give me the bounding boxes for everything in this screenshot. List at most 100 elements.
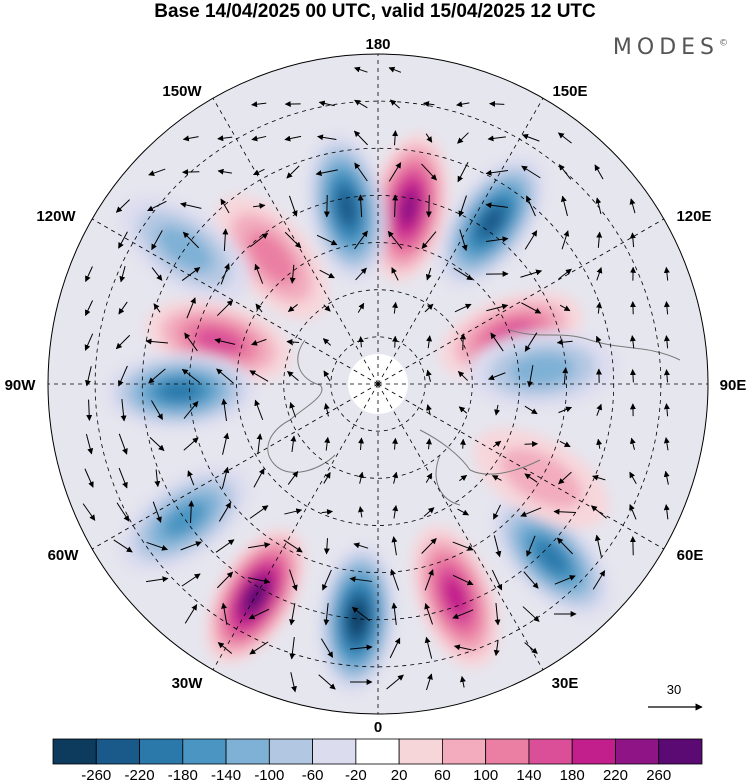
meridian-line — [92, 383, 379, 550]
wind-arrow — [426, 404, 432, 416]
colorbar-swatch — [441, 738, 487, 765]
label-60e: 60E — [677, 547, 704, 564]
colorbar: -260 -220 -180 -140 -100 -60 -20 20 60 100 140 180 2… — [52, 738, 703, 783]
wind-arrow — [289, 569, 298, 592]
wind-arrow — [217, 135, 233, 142]
wind-arrow — [221, 602, 228, 625]
wind-arrow — [256, 433, 263, 455]
wind-arrow — [522, 133, 540, 142]
wind-arrow — [524, 642, 538, 654]
meridian-line — [377, 383, 664, 550]
wind-arrow — [180, 541, 202, 551]
wind-arrow — [521, 165, 541, 179]
wind-arrow — [392, 437, 399, 450]
wind-arrow — [425, 194, 432, 218]
wind-arrow — [289, 402, 297, 418]
wind-arrow — [85, 266, 93, 283]
wind-arrow — [358, 506, 364, 518]
wind-arrow — [320, 638, 334, 658]
wind-arrow — [354, 162, 368, 182]
wind-arrow — [663, 504, 670, 520]
wind-arrow — [323, 538, 330, 555]
wind-arrow — [317, 134, 337, 141]
wind-arrow — [315, 169, 338, 177]
wind-arrow — [187, 470, 195, 486]
wind-arrow — [146, 576, 169, 583]
wind-arrow — [629, 437, 636, 450]
wind-arrow — [358, 437, 365, 451]
wind-arrow — [120, 399, 127, 422]
wind-arrow — [425, 472, 433, 483]
wind-arrow — [491, 475, 502, 481]
wind-arrow — [388, 66, 402, 73]
wind-arrow — [490, 332, 504, 352]
wind-arrow — [525, 195, 536, 217]
label-120e: 120E — [676, 208, 711, 225]
wind-arrow — [558, 471, 572, 485]
colorbar-swatch — [571, 738, 616, 765]
vector-reference: 30 — [648, 682, 703, 711]
wind-arrow — [249, 505, 269, 519]
wind-arrow — [488, 372, 506, 381]
wind-arrow — [421, 231, 437, 249]
wind-arrow — [493, 504, 501, 520]
wind-arrow — [527, 365, 534, 388]
wind-arrow — [184, 332, 198, 352]
wind-arrow — [596, 438, 603, 449]
wind-arrow — [152, 501, 162, 523]
wind-arrow — [222, 228, 229, 252]
colorbar-swatch — [95, 738, 140, 765]
wind-arrow — [561, 230, 570, 250]
label-30w: 30W — [172, 675, 204, 692]
wind-arrow — [493, 640, 500, 657]
colorbar-swatch — [268, 738, 314, 765]
wind-arrow — [186, 297, 196, 319]
wind-arrow — [453, 644, 472, 651]
wind-arrow — [425, 369, 432, 382]
wind-arrow — [323, 603, 330, 626]
wind-arrow — [287, 370, 299, 382]
wind-arrow — [629, 232, 636, 248]
wind-arrow — [663, 403, 670, 417]
wind-arrow — [323, 472, 331, 484]
wind-arrow — [522, 606, 540, 622]
wind-arrow — [452, 541, 474, 551]
colorbar-swatch — [182, 738, 227, 765]
wind-arrow — [663, 470, 670, 485]
label-30e: 30E — [552, 675, 579, 692]
wind-arrow — [116, 502, 130, 522]
wind-arrow — [423, 101, 435, 107]
wind-arrow — [248, 608, 270, 620]
colorbar-swatch — [139, 738, 184, 765]
wind-arrow — [590, 505, 607, 519]
colorbar-swatch — [312, 738, 357, 765]
map-title: Base 14/04/2025 00 UTC, valid 15/04/2025… — [154, 1, 596, 22]
wind-arrow — [391, 536, 398, 556]
label-90w: 90W — [5, 377, 37, 394]
wind-arrow — [559, 440, 571, 448]
wind-arrow — [283, 539, 303, 553]
wind-arrow — [253, 168, 265, 176]
colorbar-tick-label: 140 — [516, 767, 541, 783]
meridian-line — [377, 383, 544, 670]
wind-arrow — [392, 301, 399, 314]
wind-arrow — [553, 508, 577, 515]
wind-arrow — [354, 230, 368, 250]
wind-arrow — [321, 509, 333, 515]
wind-arrow — [184, 604, 198, 624]
wind-arrow — [148, 168, 166, 176]
wind-arrow — [148, 368, 166, 384]
wind-arrow — [86, 399, 93, 421]
wind-arrow — [487, 135, 506, 142]
wind-arrow — [214, 337, 236, 345]
wind-arrow — [354, 99, 368, 109]
wind-arrow — [491, 569, 503, 591]
label-120w: 120W — [36, 208, 76, 225]
map-border — [47, 53, 709, 715]
colorbar-tick-label: -20 — [345, 767, 367, 783]
wind-arrow — [521, 302, 542, 314]
wind-arrow — [524, 473, 538, 483]
wind-arrow — [392, 335, 399, 348]
wind-arrow — [426, 673, 433, 691]
